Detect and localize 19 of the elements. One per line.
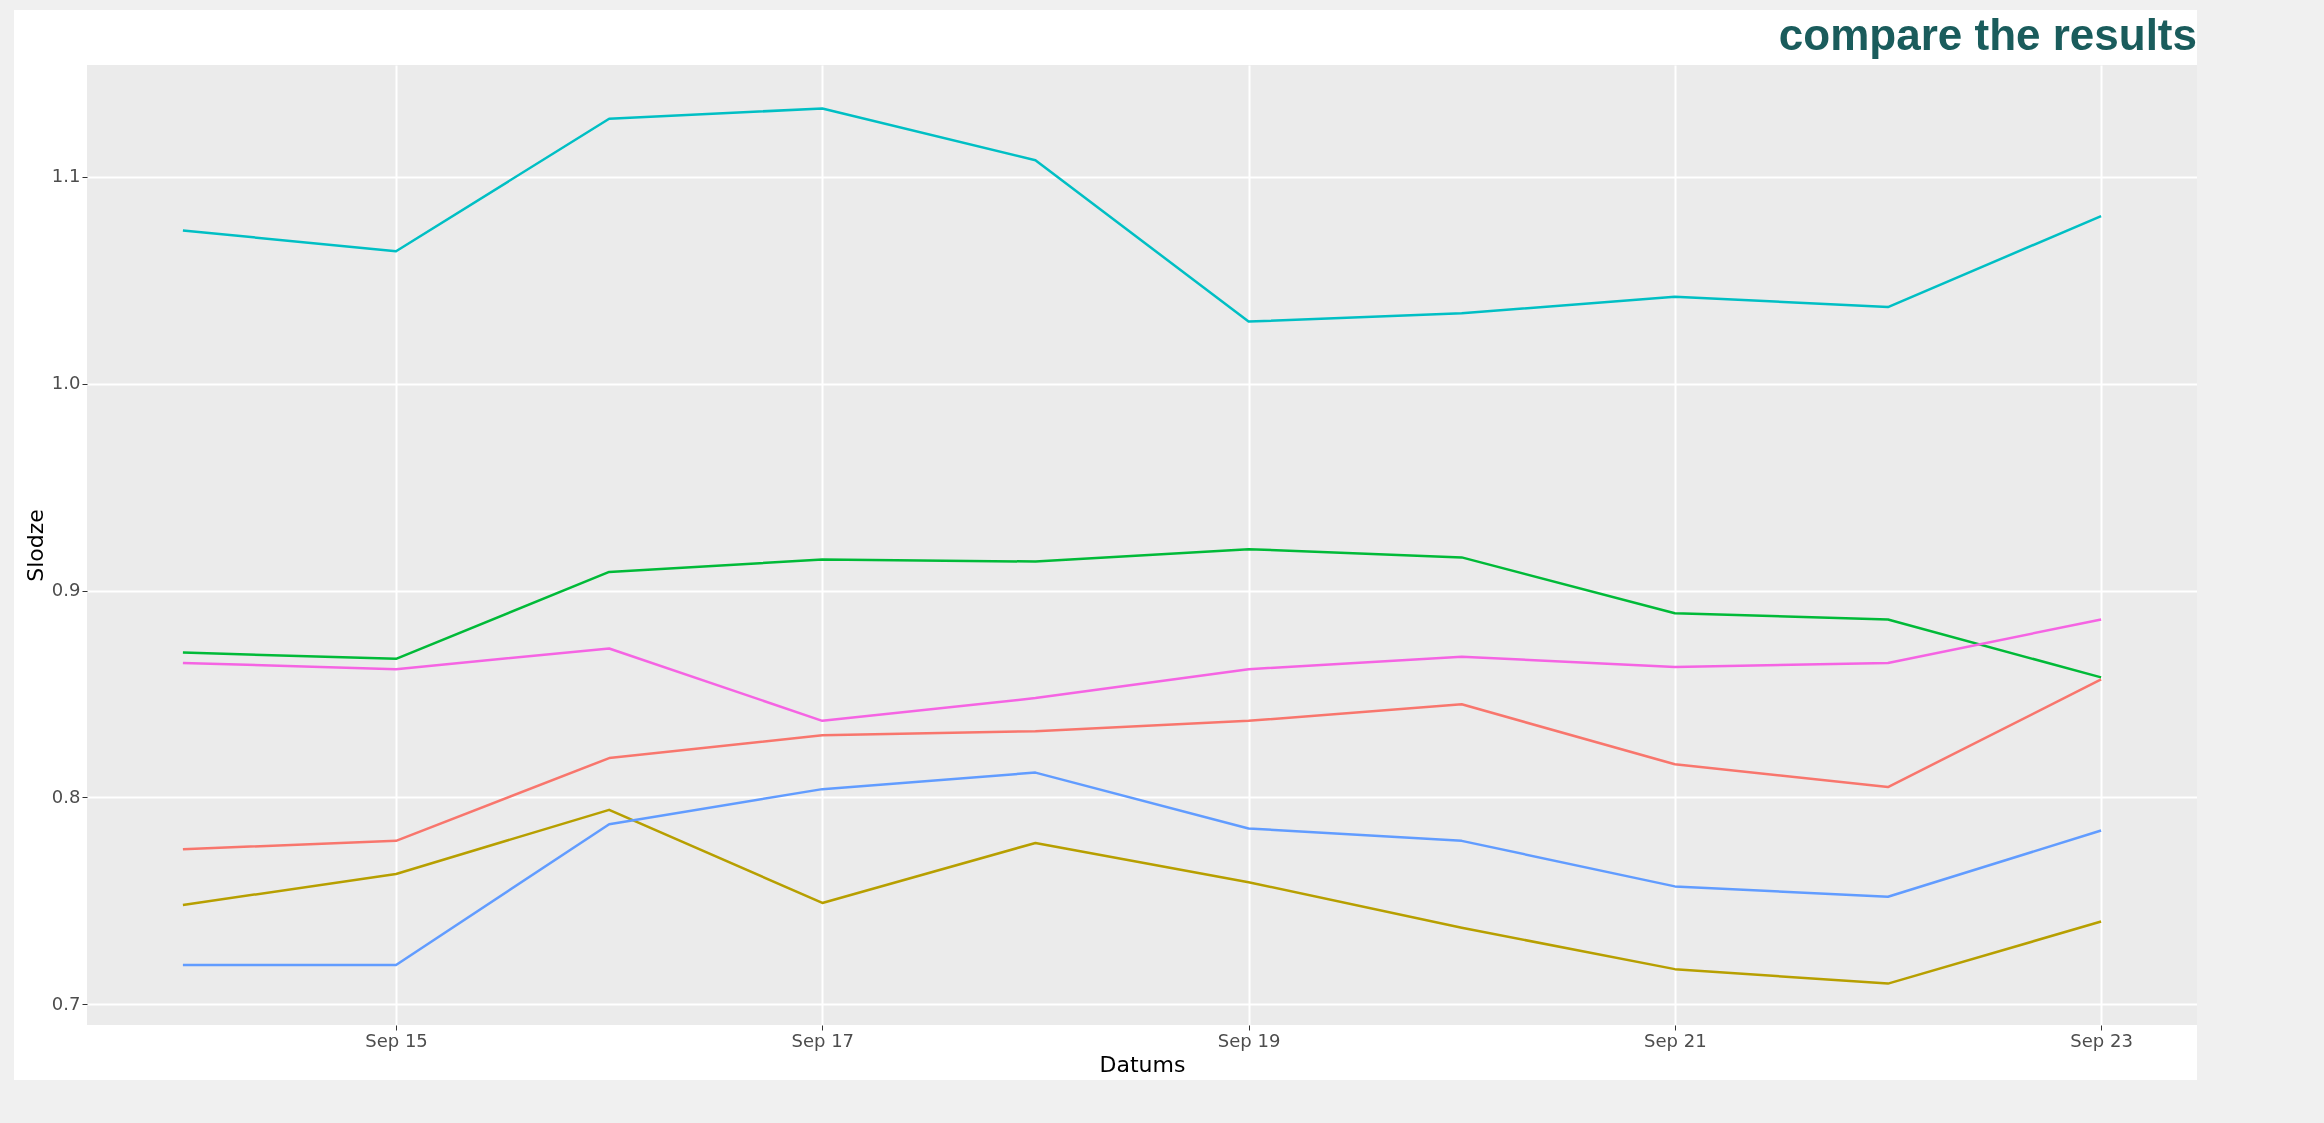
- x-axis-title: Datums: [1099, 1051, 1186, 1077]
- y-tick-label: 1.1: [51, 165, 81, 187]
- line-series: [181, 107, 2103, 323]
- text: compare the results: [1778, 10, 2197, 59]
- line-series: [181, 547, 2103, 679]
- x-tick-label: Sep 15: [365, 1029, 428, 1051]
- y-tick-label: 1.0: [51, 372, 81, 394]
- x-tick-label: Sep 17: [791, 1029, 855, 1051]
- line-series: [181, 771, 2103, 967]
- line-series: [181, 618, 2103, 723]
- line-series: [181, 678, 2103, 851]
- x-tick-label: Sep 23: [2070, 1029, 2133, 1051]
- y-axis-title: Slodze: [22, 509, 48, 582]
- y-tick-label: 0.7: [51, 992, 81, 1014]
- line-series: [181, 808, 2103, 985]
- y-tick-label: 0.8: [51, 785, 81, 807]
- x-tick-label: Sep 21: [1644, 1029, 1707, 1051]
- y-tick-label: 0.9: [51, 579, 81, 601]
- x-tick-label: Sep 19: [1217, 1029, 1281, 1051]
